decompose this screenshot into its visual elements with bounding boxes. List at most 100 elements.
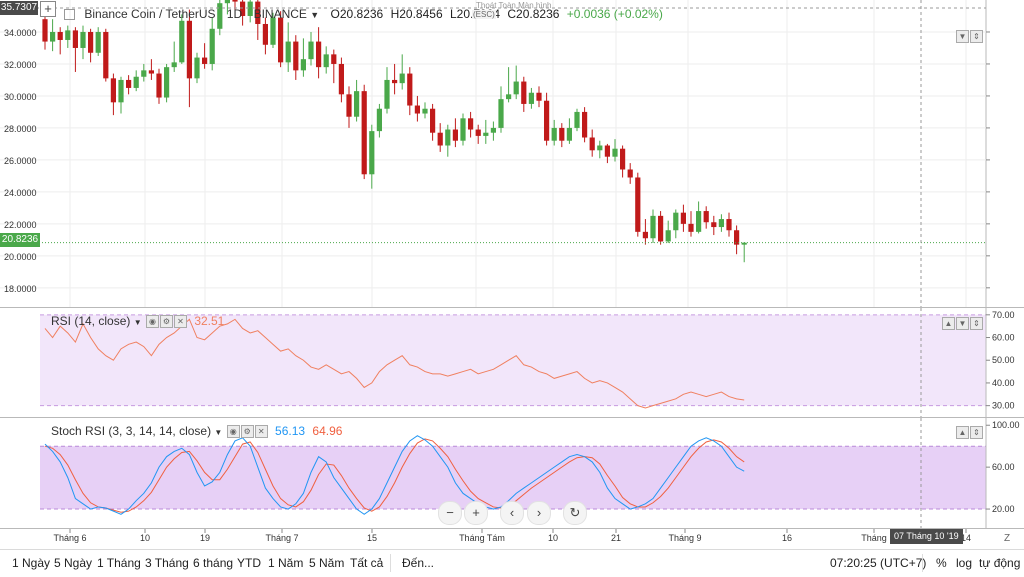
candle-body <box>118 79 124 103</box>
candle-body <box>126 79 132 88</box>
reset-chart-button[interactable]: ↻ <box>563 501 587 525</box>
range-1y[interactable]: 1 Năm <box>268 556 304 570</box>
time-tick-label: Tháng 6 <box>53 533 86 543</box>
candle-body <box>582 111 588 138</box>
candle-body <box>521 81 527 104</box>
candle-body <box>597 145 603 151</box>
rsi-tick-label: 50.00 <box>992 355 1015 365</box>
candle-body <box>42 19 48 42</box>
pane-maximize-icon[interactable]: ⇕ <box>970 30 983 44</box>
candle-body <box>566 127 572 141</box>
candle-body <box>711 222 717 228</box>
range-6m[interactable]: 6 tháng <box>193 556 234 570</box>
zoom-in-button[interactable]: + <box>464 501 488 525</box>
interval-label[interactable]: 1D <box>226 7 243 21</box>
stoch-tick-label: 20.00 <box>992 504 1015 514</box>
range-1d[interactable]: 1 Ngày <box>12 556 51 570</box>
symbol-name[interactable]: Binance Coin / TetherUS <box>84 7 216 21</box>
stoch-label[interactable]: Stoch RSI (3, 3, 14, 14, close) <box>51 424 212 438</box>
settings-icon[interactable]: ⚙ <box>159 315 173 329</box>
candle-body <box>65 30 71 40</box>
candle-body <box>513 81 519 95</box>
range-5d[interactable]: 5 Ngày <box>54 556 93 570</box>
exit-fullscreen-hint: Thoát Toàn Màn hình <box>476 1 552 10</box>
candle-body <box>179 20 185 63</box>
range-ytd[interactable]: YTD <box>237 556 261 570</box>
pane-down-icon[interactable]: ▼ <box>956 30 969 44</box>
eye-icon[interactable]: ◉ <box>145 315 159 329</box>
price-pane-controls: ▼ ⇕ <box>955 28 983 46</box>
timezone-icon[interactable]: Z <box>1004 533 1011 544</box>
time-tick-label: Tháng Tám <box>459 533 505 543</box>
candle-body <box>414 105 420 114</box>
chevron-down-icon[interactable]: ▼ <box>310 10 320 20</box>
pane-maximize-icon[interactable]: ⇕ <box>970 426 983 440</box>
pane-up-icon[interactable]: ▲ <box>942 317 955 331</box>
clock-display[interactable]: 07:20:25 (UTC+7) <box>830 556 927 570</box>
stoch-legend: Stoch RSI (3, 3, 14, 14, close) ▼ ◉ ⚙ ✕ 56… <box>51 424 342 439</box>
auto-scale-toggle[interactable]: tự động <box>979 556 1021 570</box>
candle-body <box>141 70 147 77</box>
scroll-left-button[interactable]: ‹ <box>500 501 524 525</box>
collapse-legend-icon[interactable] <box>64 9 75 21</box>
time-tick-label: 10 <box>140 533 150 543</box>
scroll-right-button[interactable]: › <box>527 501 551 525</box>
candle-body <box>627 169 633 178</box>
range-5y[interactable]: 5 Năm <box>309 556 345 570</box>
candle-body <box>559 127 565 141</box>
stoch-k-line <box>44 435 745 515</box>
settings-icon[interactable]: ⚙ <box>240 425 254 439</box>
exchange-label[interactable]: BINANCE <box>253 7 307 21</box>
price-tick-label: 28.0000 <box>4 124 37 134</box>
candle-body <box>80 31 86 48</box>
high-value: H20.8456 <box>390 7 443 21</box>
rsi-tick-label: 30.00 <box>992 401 1015 411</box>
price-tick-label: 32.0000 <box>4 60 37 70</box>
candle-body <box>612 148 618 157</box>
close-icon[interactable]: ✕ <box>173 315 187 329</box>
time-axis[interactable]: Tháng 6 10 19 Tháng 7 15 Tháng Tám 10 21 Tháng 9… <box>0 529 1024 549</box>
candle-body <box>536 92 542 101</box>
time-tick-label: Tháng <box>861 533 887 543</box>
candle-body <box>422 108 428 114</box>
chevron-down-icon[interactable]: ▼ <box>133 318 142 327</box>
pane-down-icon[interactable]: ▼ <box>956 317 969 331</box>
pane-up-icon[interactable]: ▲ <box>956 426 969 440</box>
candle-body <box>232 0 238 2</box>
candle-body <box>688 223 694 232</box>
range-3m[interactable]: 3 Tháng <box>145 556 189 570</box>
price-tick-label: 30.0000 <box>4 92 37 102</box>
candle-body <box>361 91 367 175</box>
percent-scale-toggle[interactable]: % <box>936 556 947 570</box>
add-indicator-icon[interactable]: + <box>40 1 56 17</box>
time-tick-label: 21 <box>611 533 621 543</box>
pane-maximize-icon[interactable]: ⇕ <box>970 317 983 331</box>
candle-body <box>399 73 405 84</box>
zoom-out-button[interactable]: − <box>438 501 462 525</box>
goto-date-button[interactable]: Đến... <box>402 556 435 570</box>
candle-body <box>103 31 109 79</box>
candlestick-chart[interactable]: 34.0000 32.0000 30.0000 28.0000 26.0000 24.00… <box>0 0 1024 307</box>
rsi-label[interactable]: RSI (14, close) <box>51 314 131 328</box>
close-icon[interactable]: ✕ <box>254 425 268 439</box>
candle-body <box>741 242 747 245</box>
range-1m[interactable]: 1 Tháng <box>97 556 141 570</box>
candle-body <box>293 41 299 71</box>
open-value: O20.8236 <box>330 7 384 21</box>
change-value: +0.0036 (+0.02%) <box>566 7 663 21</box>
candle-body <box>217 3 223 29</box>
candle-body <box>437 132 443 146</box>
log-scale-toggle[interactable]: log <box>956 556 973 570</box>
chevron-down-icon[interactable]: ▼ <box>214 428 223 437</box>
candle-body <box>680 212 686 224</box>
stoch-pane-controls: ▲ ⇕ <box>955 424 983 442</box>
price-tick-label: 18.0000 <box>4 284 37 294</box>
price-pane[interactable]: 34.0000 32.0000 30.0000 28.0000 26.0000 24.00… <box>0 0 1024 308</box>
candle-body <box>202 57 208 64</box>
candle-body <box>95 31 101 53</box>
rsi-chart[interactable]: 70.00 60.00 50.00 40.00 30.00 <box>0 308 1024 417</box>
eye-icon[interactable]: ◉ <box>226 425 240 439</box>
range-all[interactable]: Tất cả <box>350 556 384 570</box>
candle-body <box>346 94 352 117</box>
rsi-pane[interactable]: 70.00 60.00 50.00 40.00 30.00 <box>0 308 1024 418</box>
